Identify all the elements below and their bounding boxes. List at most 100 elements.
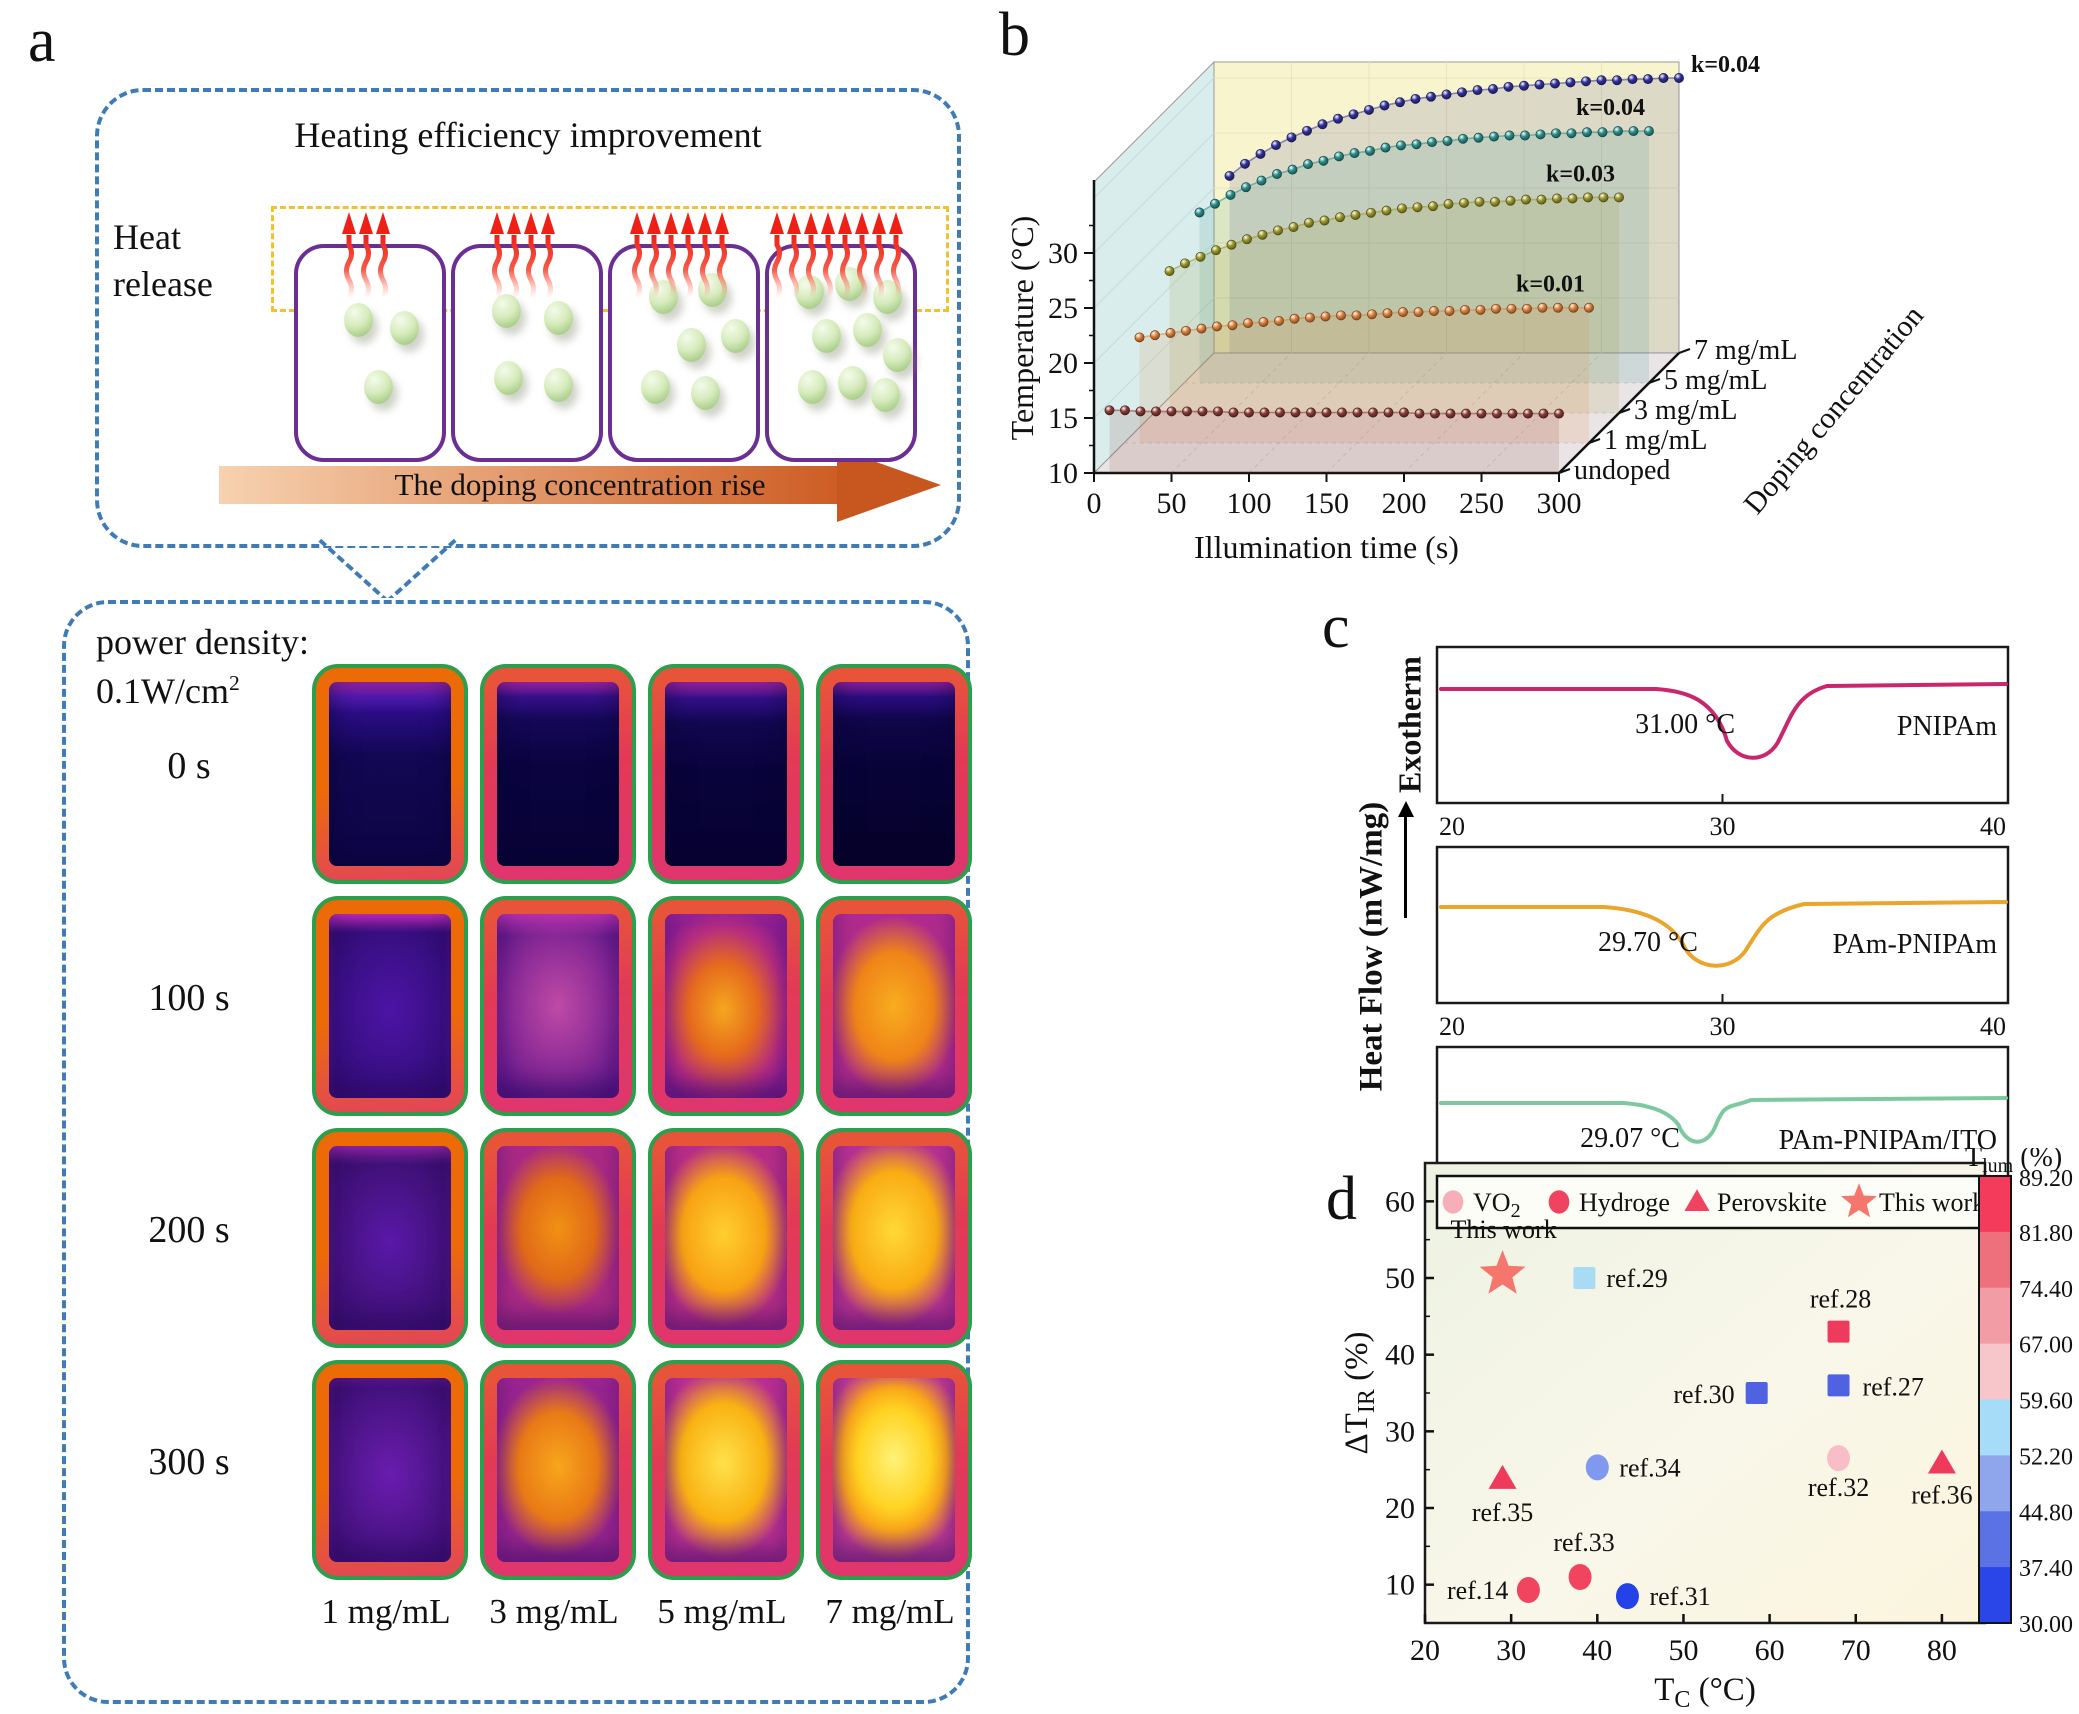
svg-text:Doping concentration: Doping concentration <box>1737 299 1930 520</box>
thermal-image-200s-1mg <box>312 1128 468 1348</box>
lcst-value: 29.70 °C <box>1598 927 1698 958</box>
colorbar <box>1978 1175 2012 1624</box>
colorbar-tick: 74.40 <box>2019 1277 2073 1303</box>
sample-thermal-area <box>329 1378 451 1562</box>
point-label: ref.34 <box>1619 1453 1680 1482</box>
sample-thermal-area <box>497 1146 619 1330</box>
panel-a-label: a <box>28 7 56 75</box>
svg-text:10: 10 <box>1385 1569 1415 1602</box>
point-label: ref.31 <box>1649 1582 1710 1611</box>
svg-text:15: 15 <box>1048 402 1078 435</box>
doping-rise-arrow: The doping concentration rise <box>219 466 837 504</box>
svg-text:40: 40 <box>1582 1634 1612 1667</box>
concentration-column-label: 5 mg/mL <box>657 1592 787 1631</box>
panel-b-label: b <box>999 1 1030 69</box>
svg-text:20: 20 <box>1385 1492 1415 1525</box>
svg-text:60: 60 <box>1755 1634 1785 1667</box>
thermal-image-100s-7mg <box>816 896 972 1116</box>
scatter-points-and-ticks: 20 30 40 50 60 70 80 10 20 30 40 50 60 TC (°C) ΔTIR (%… <box>1339 1148 2073 1713</box>
dopant-sphere <box>838 365 868 400</box>
sample-thermal-area <box>665 682 787 866</box>
time-row-label: 300 s <box>148 1441 230 1483</box>
time-row-label: 200 s <box>148 1209 230 1251</box>
svg-text:20: 20 <box>1048 347 1078 380</box>
thermal-image-300s-7mg <box>816 1360 972 1580</box>
svg-text:Illumination time (s): Illumination time (s) <box>1194 529 1459 565</box>
dopant-sphere <box>344 302 374 337</box>
exotherm-arrow-icon <box>1398 801 1414 918</box>
dopant-sphere <box>871 378 901 413</box>
sample-name: PAm-PNIPAm/ITO <box>1779 1125 1997 1156</box>
svg-text:50: 50 <box>1385 1262 1415 1295</box>
left-wall-grid <box>1093 77 1215 419</box>
svg-text:20: 20 <box>1439 1012 1465 1041</box>
svg-text:60: 60 <box>1385 1185 1415 1218</box>
svg-text:k=0.01: k=0.01 <box>1516 272 1585 298</box>
svg-text:200: 200 <box>1382 487 1427 520</box>
svg-text:1 mg/mL: 1 mg/mL <box>1604 425 1707 456</box>
concentration-column-label: 7 mg/mL <box>825 1592 955 1631</box>
sample-thermal-area <box>497 1378 619 1562</box>
svg-text:20: 20 <box>1439 812 1465 841</box>
dopant-sphere <box>691 376 721 411</box>
colorbar-tick: 44.80 <box>2019 1500 2073 1526</box>
heating-schematic-bubble: Heating efficiency improvement Heat rele… <box>95 88 961 548</box>
heat-arrows <box>630 212 729 300</box>
thermal-grid-bubble: power density: 0.1W/cm2 0 s 100 s 200 s 300… <box>62 600 972 1704</box>
heat-arrows <box>770 212 903 300</box>
svg-text:30: 30 <box>1710 1012 1736 1041</box>
dopant-sphere <box>544 300 574 335</box>
svg-text:80: 80 <box>1927 1634 1957 1667</box>
colorbar-tick: 89.20 <box>2019 1166 2073 1192</box>
dopant-sphere <box>812 319 842 354</box>
dtir-axis-label: ΔTIR (%) <box>1339 1331 1380 1454</box>
sample-thermal-area <box>665 1146 787 1330</box>
dsc-curve <box>1439 900 2008 968</box>
thermal-image-0s-3mg <box>480 664 636 884</box>
svg-text:50: 50 <box>1668 1634 1698 1667</box>
svg-text:300: 300 <box>1537 487 1582 520</box>
sample-thermal-area <box>665 914 787 1098</box>
lcst-value: 29.07 °C <box>1580 1123 1680 1154</box>
thermal-image-200s-7mg <box>816 1128 972 1348</box>
concentration-column-label: 3 mg/mL <box>489 1592 619 1631</box>
point-label: ref.35 <box>1472 1498 1533 1527</box>
time-row-label: 100 s <box>148 977 230 1019</box>
lcst-value: 31.00 °C <box>1635 709 1735 740</box>
svg-text:10: 10 <box>1048 457 1078 490</box>
dopant-sphere <box>882 338 912 373</box>
scatter-plot-area <box>1423 1161 1987 1625</box>
doped-sample-box <box>451 244 603 462</box>
colorbar-tick: 67.00 <box>2019 1333 2073 1359</box>
svg-text:50: 50 <box>1157 487 1187 520</box>
point-label: This work <box>1451 1215 1557 1244</box>
bubble-pointer-line <box>318 538 390 604</box>
svg-text:40: 40 <box>1980 812 2006 841</box>
point-label: ref.28 <box>1810 1285 1871 1314</box>
dopant-sphere <box>493 361 523 396</box>
sample-thermal-area <box>833 914 955 1098</box>
sample-thermal-area <box>497 914 619 1098</box>
svg-text:100: 100 <box>1227 487 1272 520</box>
svg-text:undoped: undoped <box>1574 455 1670 486</box>
svg-text:0: 0 <box>1087 487 1102 520</box>
point-label: ref.30 <box>1673 1380 1734 1409</box>
colorbar-tick: 37.40 <box>2019 1556 2073 1582</box>
bubble-pointer-line <box>385 538 457 604</box>
thermal-image-200s-3mg <box>480 1128 636 1348</box>
dopant-sphere <box>676 327 706 362</box>
thermal-image-300s-3mg <box>480 1360 636 1580</box>
dopant-sphere <box>721 319 751 354</box>
svg-text:40: 40 <box>1385 1339 1415 1372</box>
colorbar-tick: 81.80 <box>2019 1221 2073 1247</box>
thermal-image-0s-5mg <box>648 664 804 884</box>
bubble-pointer-gap <box>320 534 456 546</box>
svg-text:Temperature (°C): Temperature (°C) <box>1004 216 1040 441</box>
schematic-title: Heating efficiency improvement <box>294 115 762 155</box>
colorbar-tick: 59.60 <box>2019 1389 2073 1415</box>
thermal-image-300s-1mg <box>312 1360 468 1580</box>
dopant-sphere <box>492 294 522 329</box>
svg-text:7 mg/mL: 7 mg/mL <box>1694 335 1797 366</box>
heat-arrows <box>490 212 555 300</box>
